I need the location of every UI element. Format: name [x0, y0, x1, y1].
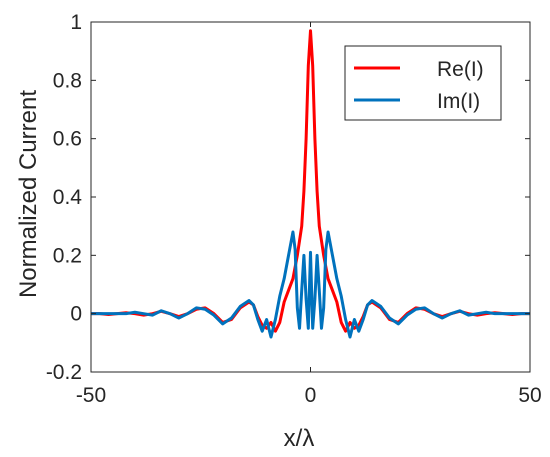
x-tick-label: 0 [305, 384, 317, 407]
y-tick-label: 1 [70, 11, 82, 34]
y-tick-label: 0.6 [53, 128, 82, 151]
y-tick-label: 0 [70, 303, 82, 326]
x-tick-label: -50 [76, 384, 106, 407]
x-tick-label: 50 [518, 384, 541, 407]
x-axis-label: x/λ [284, 425, 315, 452]
y-tick-label: 0.8 [53, 69, 82, 92]
series-line-1 [91, 230, 530, 339]
legend-label-re: Re(I) [437, 58, 484, 81]
y-tick-label: 0.2 [53, 244, 82, 267]
y-axis-label: Normalized Current [15, 90, 42, 298]
legend-label-im: Im(I) [437, 90, 480, 113]
y-tick-label: 0.4 [53, 186, 83, 209]
legend: Re(I) Im(I) [344, 45, 502, 121]
y-tick-label: -0.2 [46, 361, 82, 384]
series-layer [91, 29, 530, 339]
ticks-layer: -50 0 50 -0.2 0 0.2 0.4 0.6 0.8 1 [46, 11, 542, 407]
legend-box [344, 45, 502, 121]
